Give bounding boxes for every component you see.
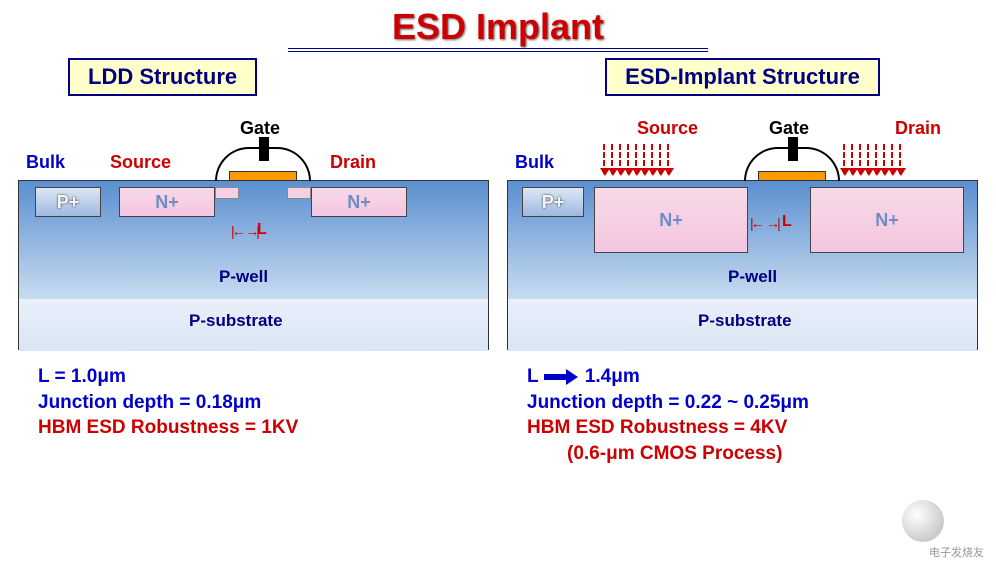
implant-arrow-icon <box>659 144 661 174</box>
n-plus-source: N+ <box>119 187 215 217</box>
gate-oxide <box>229 171 297 181</box>
page-title: ESD Implant <box>0 0 996 48</box>
watermark-logo-icon <box>902 500 944 542</box>
subtitle-ldd: LDD Structure <box>68 58 257 96</box>
gate-contact <box>788 137 798 161</box>
bottom-text-esd: L 1.4μm Junction depth = 0.22 ~ 0.25μm H… <box>507 364 978 467</box>
ldd-ext-left <box>215 187 239 199</box>
implant-arrow-icon <box>603 144 605 174</box>
title-underline <box>288 48 708 52</box>
implant-arrow-icon <box>883 144 885 174</box>
label-pwell: P-well <box>728 267 777 287</box>
n-plus-drain: N+ <box>810 187 964 253</box>
esd-line2: Junction depth = 0.22 ~ 0.25μm <box>527 390 978 416</box>
implant-arrows-drain <box>843 144 901 174</box>
label-source: Source <box>637 118 698 139</box>
l-dim-arrows: |← →| <box>231 223 257 239</box>
panel-esd: ESD-Implant Structure Bulk Source Gate D… <box>507 58 978 467</box>
n-plus-source: N+ <box>594 187 748 253</box>
subtitle-esd: ESD-Implant Structure <box>605 58 880 96</box>
label-source: Source <box>110 152 171 173</box>
implant-arrow-icon <box>875 144 877 174</box>
implant-arrow-icon <box>891 144 893 174</box>
implant-arrow-icon <box>867 144 869 174</box>
l-dim-label: L <box>257 221 267 239</box>
esd-line4: (0.6-μm CMOS Process) <box>527 441 978 467</box>
label-bulk: Bulk <box>26 152 65 173</box>
label-gate: Gate <box>769 118 809 139</box>
implant-arrow-icon <box>859 144 861 174</box>
label-gate: Gate <box>240 118 280 139</box>
l-dim-label: L <box>782 213 792 231</box>
cross-section-esd: P+ N+ N+ P-well P-substrate |← →| L <box>507 180 978 350</box>
ldd-ext-right <box>287 187 311 199</box>
implant-arrow-icon <box>667 144 669 174</box>
diagram-ldd: Bulk Source Gate Drain P+ N+ N+ P-well P… <box>18 100 489 360</box>
ldd-line3: HBM ESD Robustness = 1KV <box>38 415 489 441</box>
implant-arrow-icon <box>635 144 637 174</box>
implant-arrow-icon <box>851 144 853 174</box>
implant-arrow-icon <box>899 144 901 174</box>
implant-arrow-icon <box>843 144 845 174</box>
implant-arrow-icon <box>619 144 621 174</box>
p-plus-region: P+ <box>35 187 101 217</box>
ldd-line1: L = 1.0μm <box>38 364 489 390</box>
panel-ldd: LDD Structure Bulk Source Gate Drain P+ … <box>18 58 489 467</box>
label-drain: Drain <box>895 118 941 139</box>
esd-line1: L 1.4μm <box>527 364 978 390</box>
label-drain: Drain <box>330 152 376 173</box>
implant-arrow-icon <box>627 144 629 174</box>
ldd-line2: Junction depth = 0.18μm <box>38 390 489 416</box>
label-psub: P-substrate <box>698 311 792 331</box>
esd-line3: HBM ESD Robustness = 4KV <box>527 415 978 441</box>
bottom-text-ldd: L = 1.0μm Junction depth = 0.18μm HBM ES… <box>18 364 489 441</box>
n-plus-drain: N+ <box>311 187 407 217</box>
diagram-esd: Bulk Source Gate Drain P+ N+ N+ P-well P… <box>507 100 978 360</box>
gate-contact <box>259 137 269 161</box>
p-plus-region: P+ <box>522 187 584 217</box>
gate-oxide <box>758 171 826 181</box>
implant-arrow-icon <box>611 144 613 174</box>
watermark-text: 电子发烧友 <box>929 544 984 560</box>
label-bulk: Bulk <box>515 152 554 173</box>
cross-section-ldd: P+ N+ N+ P-well P-substrate |← →| L <box>18 180 489 350</box>
label-psub: P-substrate <box>189 311 283 331</box>
arrow-right-icon <box>544 370 580 384</box>
label-pwell: P-well <box>219 267 268 287</box>
implant-arrow-icon <box>643 144 645 174</box>
l-dim-arrows: |← →| <box>750 215 778 231</box>
implant-arrow-icon <box>651 144 653 174</box>
implant-arrows-source <box>603 144 669 174</box>
